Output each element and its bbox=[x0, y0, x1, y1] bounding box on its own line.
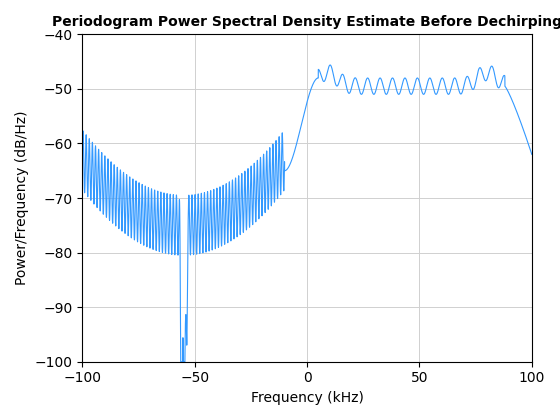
Y-axis label: Power/Frequency (dB/Hz): Power/Frequency (dB/Hz) bbox=[15, 111, 29, 285]
X-axis label: Frequency (kHz): Frequency (kHz) bbox=[251, 391, 363, 405]
Title: Periodogram Power Spectral Density Estimate Before Dechirping: Periodogram Power Spectral Density Estim… bbox=[52, 15, 560, 29]
